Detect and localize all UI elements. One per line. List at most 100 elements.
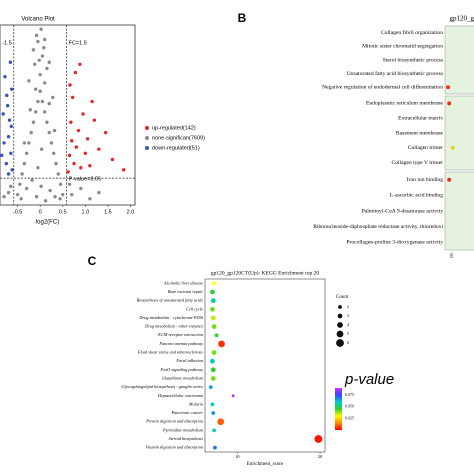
data-point xyxy=(231,394,235,398)
data-point xyxy=(4,161,9,166)
legend-label: 5 xyxy=(347,331,349,336)
data-point xyxy=(33,110,38,114)
panel-label: C xyxy=(88,254,97,268)
data-point xyxy=(20,172,24,176)
chart-title: gp120_gp120CT(Up): KEGG Enrichment top 2… xyxy=(211,269,319,276)
x-tick-label: -0.5 xyxy=(13,209,22,215)
data-point xyxy=(70,192,74,197)
y-tick-label: Glycosphingolipid biosynthesis - ganglio… xyxy=(121,384,203,389)
data-point xyxy=(39,147,44,151)
data-point xyxy=(67,153,72,158)
legend-swatch xyxy=(337,322,343,328)
data-point xyxy=(22,161,27,166)
data-point xyxy=(88,163,92,168)
y-tick-label: Focal adhesion xyxy=(175,358,203,363)
y-tick-label: Extracellular matrix xyxy=(398,115,443,121)
data-point xyxy=(38,89,42,93)
data-point xyxy=(217,418,225,426)
data-point xyxy=(53,195,57,199)
y-tick-label: Collagen fibril organization xyxy=(381,29,443,36)
data-point xyxy=(83,151,88,155)
legend-swatch xyxy=(336,330,344,338)
y-tick-label: Cell cycle xyxy=(186,306,203,311)
data-point xyxy=(211,324,217,329)
data-point xyxy=(40,54,45,58)
data-point xyxy=(61,192,65,197)
x-axis-label: log2(FC) xyxy=(36,220,59,226)
data-point xyxy=(210,289,215,295)
y-tick-label: Fanconi anemia pathway xyxy=(158,341,203,346)
data-point xyxy=(24,151,29,155)
legend-swatch xyxy=(145,126,149,130)
data-point xyxy=(103,130,108,135)
legend-label: 2 xyxy=(347,304,349,309)
y-tick-label: Endoplasmic reticulum membrane xyxy=(366,101,444,107)
data-point xyxy=(37,58,41,62)
data-point xyxy=(2,195,6,199)
data-point xyxy=(6,135,11,139)
facet-panel xyxy=(444,95,474,171)
y-tick-label: Glutathione metabolism xyxy=(162,375,203,380)
data-point xyxy=(29,130,33,135)
chart-title: gp120_g xyxy=(450,15,474,23)
data-point xyxy=(447,101,452,106)
data-point xyxy=(211,411,216,415)
y-tick-label: Iron ion binding xyxy=(407,177,444,183)
threshold-label: -1.5 xyxy=(2,40,11,46)
data-point xyxy=(39,27,43,31)
legend-label: 6 xyxy=(347,340,349,345)
data-point xyxy=(24,186,29,191)
data-point xyxy=(122,168,126,172)
data-point xyxy=(45,66,49,71)
data-point xyxy=(213,445,217,450)
data-point xyxy=(15,192,20,197)
data-point xyxy=(47,101,51,106)
data-point xyxy=(40,99,45,104)
data-point xyxy=(52,151,56,155)
data-point xyxy=(218,340,225,348)
legend-label: none-significan(7609) xyxy=(152,135,205,141)
data-point xyxy=(33,62,37,67)
data-point xyxy=(36,39,40,44)
data-point xyxy=(210,376,216,381)
data-point xyxy=(30,178,34,182)
y-tick-label: Pyrimidine metabolism xyxy=(162,427,203,432)
y-tick-label: FoxO signaling pathway xyxy=(160,367,204,372)
data-point xyxy=(51,95,55,100)
data-point xyxy=(85,137,90,141)
data-point xyxy=(10,87,14,91)
data-point xyxy=(74,145,79,149)
data-point xyxy=(36,99,40,104)
data-point xyxy=(22,141,27,145)
data-point xyxy=(110,157,115,162)
data-point xyxy=(69,120,73,124)
data-point xyxy=(58,182,63,187)
color-tick-label: 0.075 xyxy=(345,392,354,397)
data-point xyxy=(54,161,58,166)
x-tick-label: 10 xyxy=(235,454,240,459)
y-tick-label: Procollagen-proline 3-dioxygenase activi… xyxy=(346,239,443,245)
data-point xyxy=(7,118,12,122)
data-point xyxy=(6,172,11,176)
data-point xyxy=(214,333,219,338)
y-tick-label: Basement membrane xyxy=(396,130,444,136)
data-point xyxy=(97,190,101,195)
data-point xyxy=(81,112,85,116)
data-point xyxy=(42,46,46,50)
y-tick-label: Base excision repair xyxy=(168,289,203,294)
data-point xyxy=(47,130,51,135)
y-tick-label: Alcoholic liver disease xyxy=(163,280,203,285)
data-point xyxy=(66,170,70,174)
data-point xyxy=(9,151,13,155)
data-point xyxy=(450,145,455,150)
data-point xyxy=(210,358,215,364)
y-tick-label: Negative regulation of endodermal cell d… xyxy=(322,83,443,90)
data-point xyxy=(52,128,57,133)
y-tick-label: Malaria xyxy=(188,401,203,406)
color-tick-label: 0.025 xyxy=(345,415,354,420)
y-tick-label: Sterol biosynthetic process xyxy=(383,57,443,63)
data-point xyxy=(0,153,4,158)
y-tick-label: Ribonucleoside-diphosphate reductase act… xyxy=(313,224,443,230)
